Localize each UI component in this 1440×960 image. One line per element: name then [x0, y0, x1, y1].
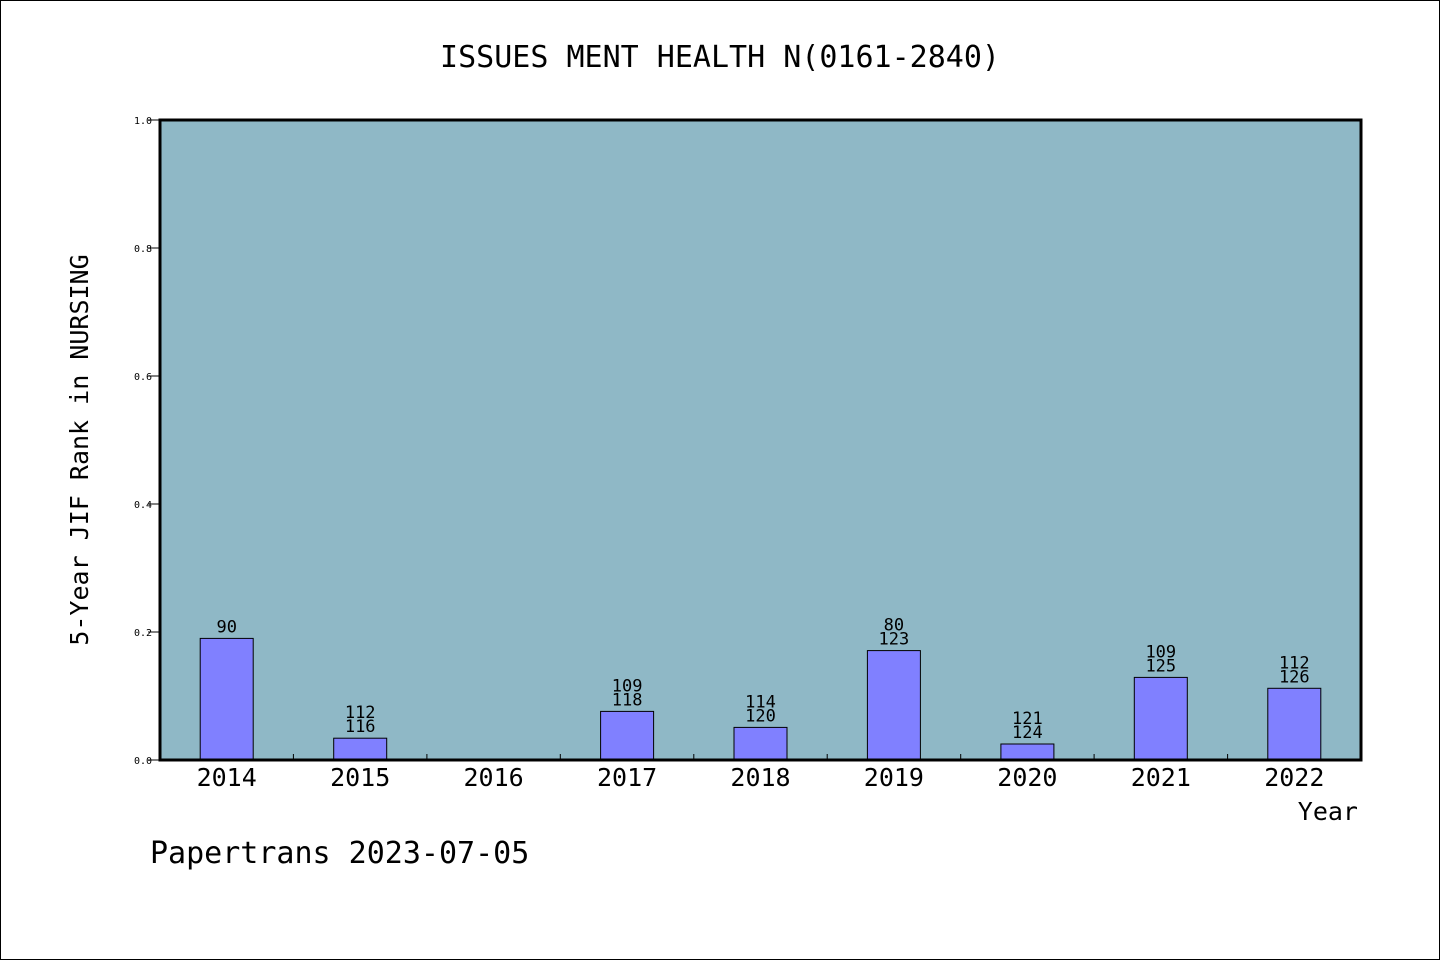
x-axis-label: Year: [1298, 797, 1358, 826]
bar-2015: [333, 737, 388, 761]
x-tick-label-2015: 2015: [330, 763, 390, 792]
x-tick-label-2021: 2021: [1131, 763, 1191, 792]
bar-2021: [1133, 676, 1188, 761]
y-axis-label: 5-Year JIF Rank in NURSING: [65, 254, 94, 645]
bar-2018: [733, 726, 788, 761]
x-tick-label-2019: 2019: [864, 763, 924, 792]
bar-label-2020-1: 121: [1012, 709, 1043, 729]
bar-label-2018-2: 120: [745, 706, 776, 726]
y-tick-label-0.6: 0.6: [134, 372, 152, 383]
x-tick-label-2016: 2016: [463, 763, 523, 792]
bar-label-2020-2: 124: [1012, 723, 1043, 743]
x-tick-label-2017: 2017: [597, 763, 657, 792]
bars-group: [199, 637, 1322, 761]
bar-label-2022-1: 112: [1279, 653, 1310, 673]
bar-2022: [1267, 687, 1322, 761]
x-tick-label-2014: 2014: [197, 763, 257, 792]
bar-label-2021-1: 109: [1145, 642, 1176, 662]
bar-2020: [1000, 743, 1055, 761]
bar-label-2017-2: 118: [612, 690, 643, 710]
bar-label-2014-1: 90: [216, 617, 236, 637]
y-tick-label-0.8: 0.8: [134, 244, 152, 255]
y-tick-label-0.0: 0.0: [134, 756, 152, 767]
y-axis-ticks: 0.0 0.2 0.4 0.6 0.8 1.0: [134, 116, 160, 767]
bar-label-2015-2: 116: [345, 717, 376, 737]
y-tick-label-0.2: 0.2: [134, 628, 152, 639]
bar-2017: [600, 710, 655, 761]
x-tick-label-2022: 2022: [1264, 763, 1324, 792]
bar-label-2017-1: 109: [612, 676, 643, 696]
x-axis-ticks: 2014 2015 2016 2017 2018 2019 2020 2021 2022: [197, 754, 1324, 792]
bar-label-2018-1: 114: [745, 692, 776, 712]
plot-border: [158, 118, 1363, 762]
bar-2019: [866, 650, 921, 761]
plot-area: [160, 120, 1361, 760]
footer-date-stamp: Papertrans 2023-07-05: [150, 836, 529, 871]
y-tick-label-1.0: 1.0: [134, 116, 152, 127]
bar-label-2015-1: 112: [345, 703, 376, 723]
chart-title: ISSUES MENT HEALTH N(0161-2840): [440, 40, 1000, 75]
bar-label-2019-2: 123: [879, 630, 910, 650]
x-tick-label-2020: 2020: [997, 763, 1057, 792]
bar-2014: [199, 637, 254, 761]
x-tick-label-2018: 2018: [730, 763, 790, 792]
bar-label-2019-1: 80: [884, 616, 904, 636]
bar-label-2022-2: 126: [1279, 667, 1310, 687]
bar-label-2021-2: 125: [1145, 656, 1176, 676]
y-tick-label-0.4: 0.4: [134, 500, 152, 511]
